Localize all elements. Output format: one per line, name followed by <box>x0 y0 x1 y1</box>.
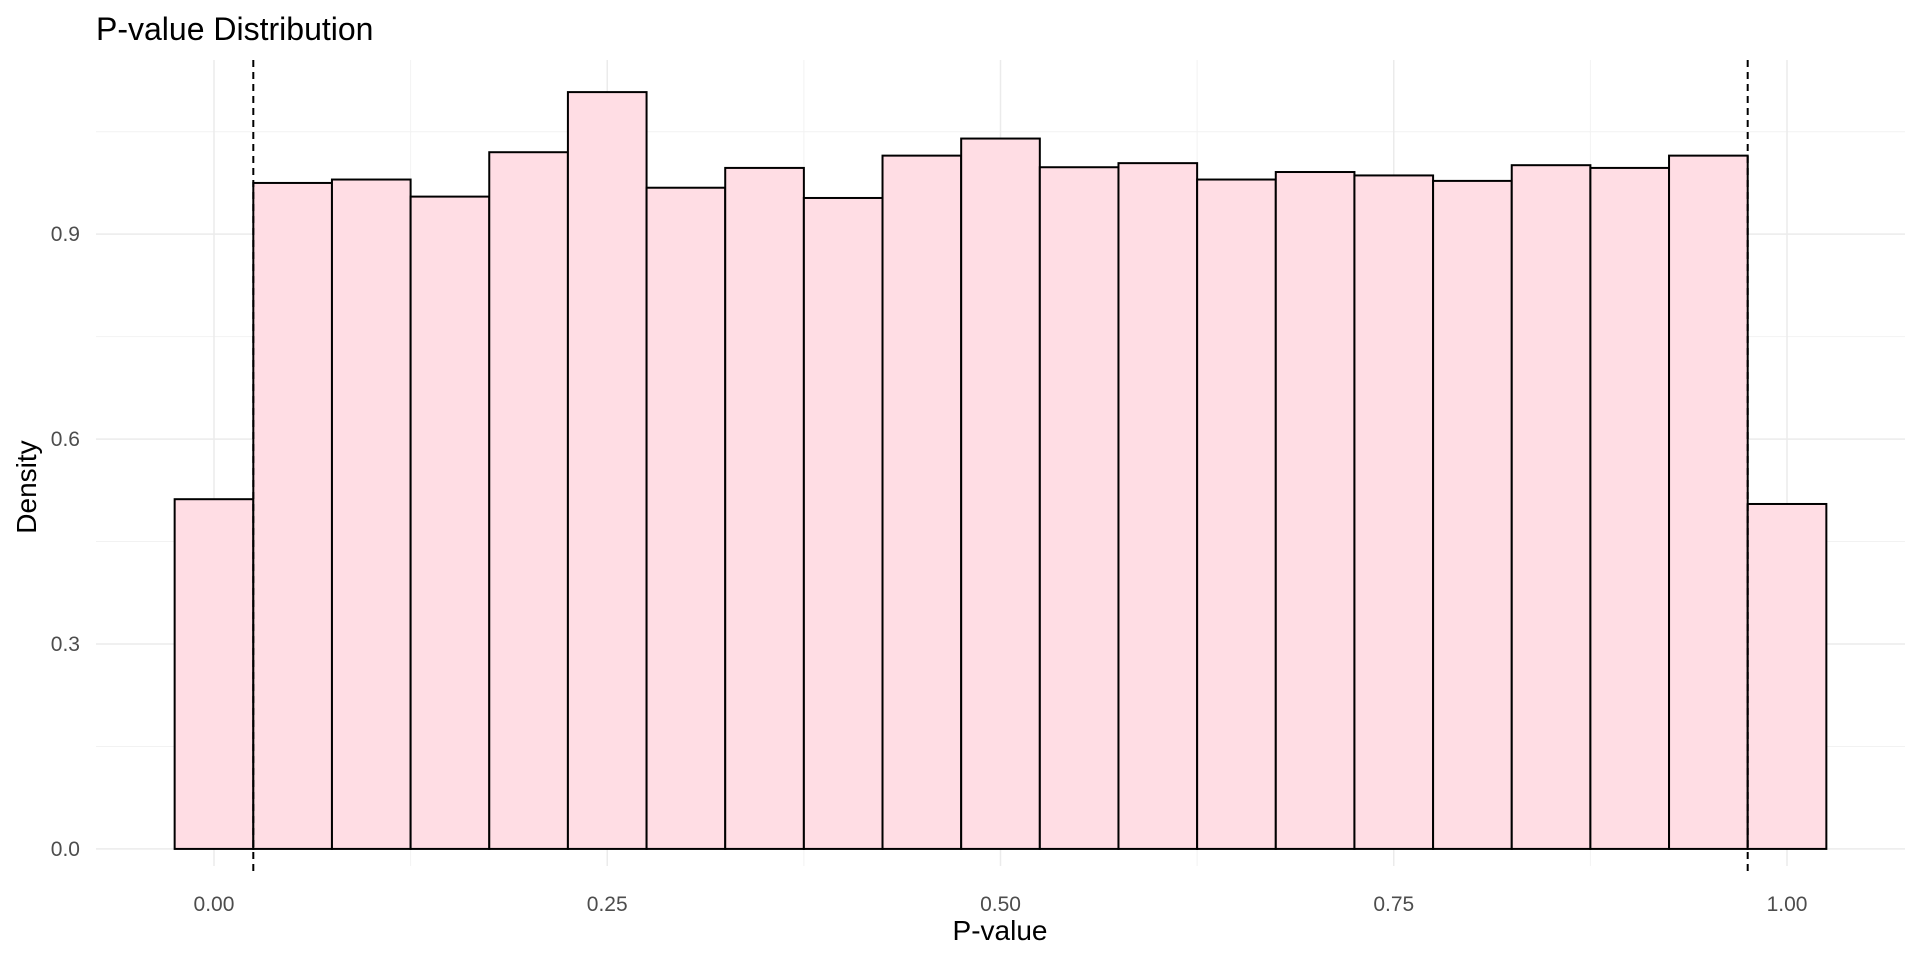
y-tick-label: 0.0 <box>51 838 80 861</box>
x-axis-title: P-value <box>953 915 1048 946</box>
histogram-bar <box>1510 164 1592 850</box>
histogram-bar <box>566 91 648 850</box>
histogram-bar <box>409 195 491 850</box>
histogram-bar <box>1746 502 1828 850</box>
histogram-bar <box>1274 171 1356 850</box>
y-tick-label: 0.9 <box>51 223 80 246</box>
histogram-bar <box>173 498 255 850</box>
histogram-bar <box>645 186 727 850</box>
histogram-bar <box>1196 178 1277 850</box>
histogram-bar <box>881 154 963 850</box>
histogram-bar <box>252 181 333 850</box>
histogram-bar <box>1589 166 1671 850</box>
histogram-bar <box>724 166 805 850</box>
reference-lines <box>252 60 1749 876</box>
x-tick-label: 0.25 <box>587 893 628 916</box>
histogram-bar <box>802 196 884 850</box>
histogram-bar <box>1353 174 1435 850</box>
histogram-bar <box>1668 154 1749 850</box>
y-axis-title: Density <box>11 440 42 533</box>
histogram-bar <box>330 178 412 850</box>
x-tick-label: 0.50 <box>980 893 1021 916</box>
histogram-bar <box>488 151 569 850</box>
x-tick-label: 1.00 <box>1767 893 1808 916</box>
histogram-bar <box>1117 162 1199 850</box>
histogram-bar <box>960 137 1041 850</box>
histogram-bars <box>173 91 1828 850</box>
x-tick-label: 0.75 <box>1373 893 1414 916</box>
y-tick-label: 0.6 <box>51 428 80 451</box>
tick-labels: 0.00 0.25 0.50 0.75 1.00 0.0 0.3 0.6 0.9 <box>51 223 1808 916</box>
chart-title: P-value Distribution <box>96 11 373 47</box>
histogram-bar <box>1038 166 1120 850</box>
y-tick-label: 0.3 <box>51 633 80 656</box>
histogram-bar <box>1432 179 1513 850</box>
x-tick-label: 0.00 <box>194 893 235 916</box>
